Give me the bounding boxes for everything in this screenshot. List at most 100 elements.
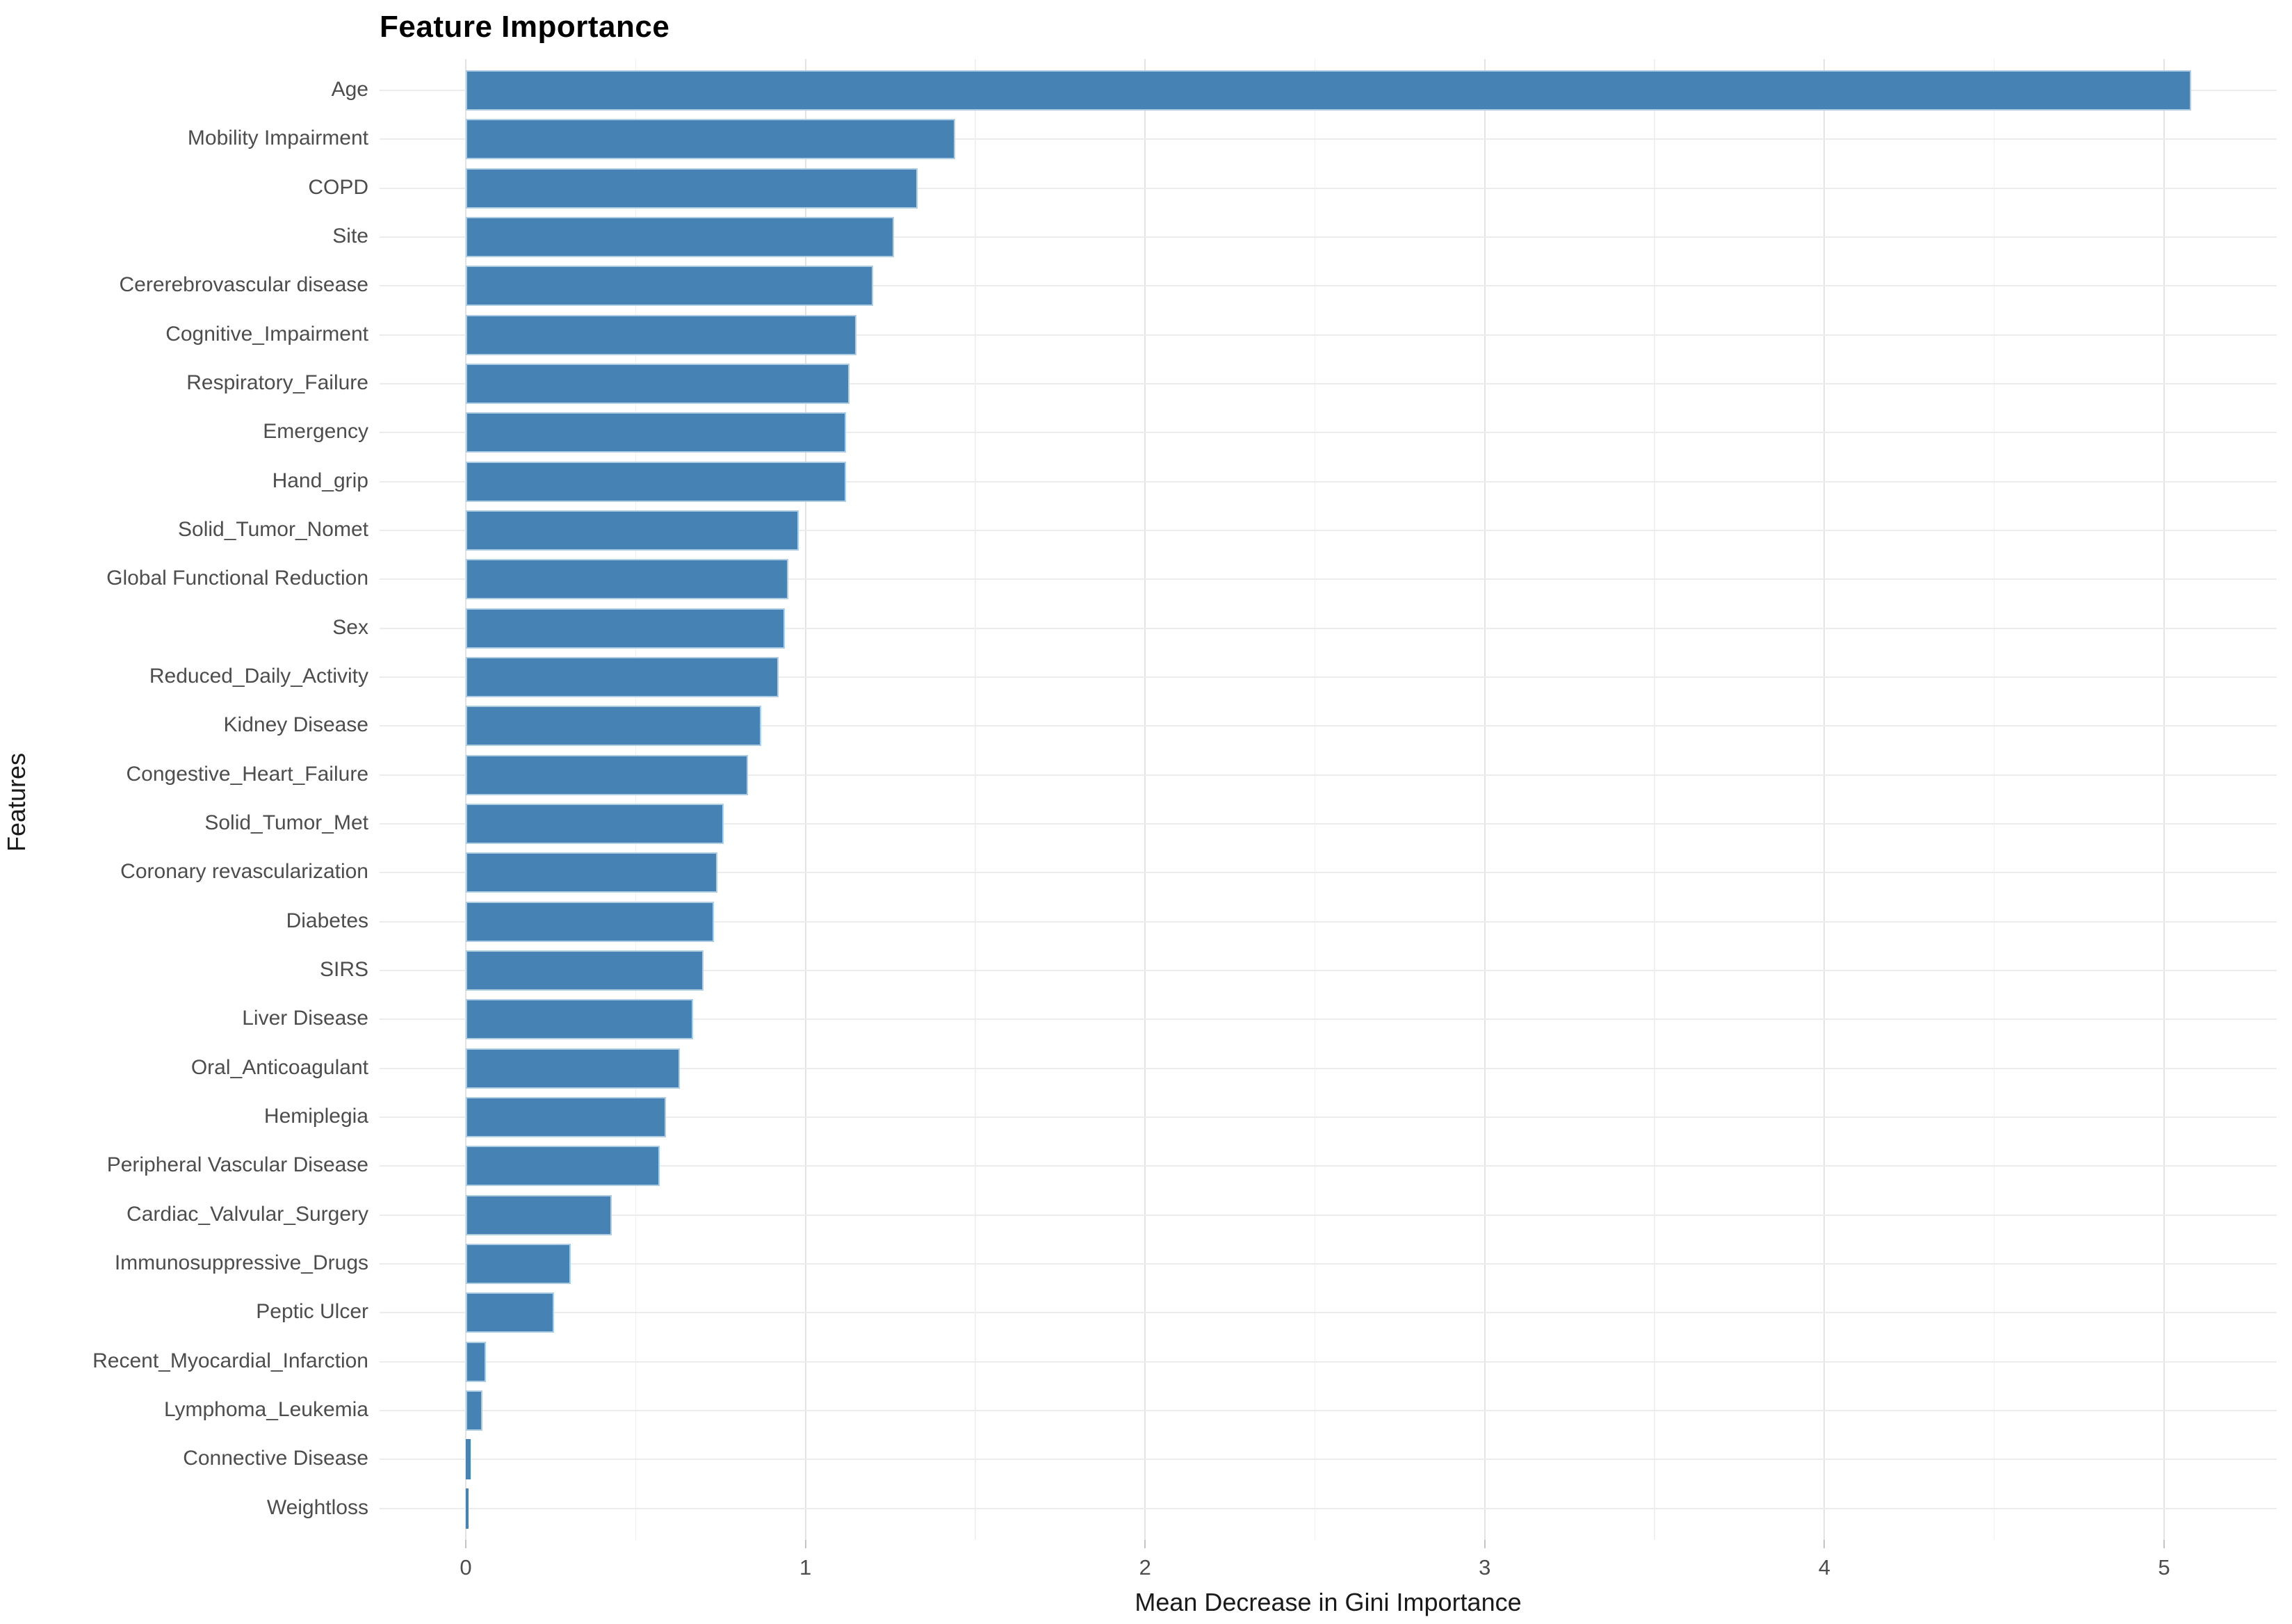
row-gridline bbox=[380, 872, 2277, 874]
y-axis-label: Recent_Myocardial_Infarction bbox=[92, 1349, 368, 1372]
row-gridline bbox=[380, 432, 2277, 434]
row-gridline bbox=[380, 774, 2277, 776]
bar-copd bbox=[466, 168, 918, 209]
bar-hemiplegia bbox=[466, 1096, 667, 1137]
row-gridline bbox=[380, 920, 2277, 923]
bar-kidney-disease bbox=[466, 706, 762, 747]
y-axis-label: Hand_grip bbox=[272, 469, 368, 492]
row-gridline bbox=[380, 676, 2277, 678]
gridline-major bbox=[1144, 59, 1146, 1540]
row-gridline bbox=[380, 578, 2277, 580]
bar-recent-myocardial-infarction bbox=[466, 1341, 487, 1382]
gridline-minor bbox=[975, 59, 976, 1540]
row-gridline bbox=[380, 969, 2277, 971]
x-tick-label: 3 bbox=[1479, 1555, 1491, 1580]
bar-cognitive-impairment bbox=[466, 314, 856, 355]
row-gridline bbox=[380, 1214, 2277, 1216]
x-tick-mark bbox=[1144, 1540, 1146, 1548]
bar-peptic-ulcer bbox=[466, 1292, 555, 1333]
bar-reduced-daily-activity bbox=[466, 656, 779, 697]
y-axis-label: Peptic Ulcer bbox=[256, 1300, 368, 1324]
bar-age bbox=[466, 70, 2192, 111]
y-axis-label: Lymphoma_Leukemia bbox=[163, 1397, 368, 1421]
x-tick-mark bbox=[465, 1540, 466, 1548]
y-axis-label: Hemiplegia bbox=[263, 1104, 368, 1128]
y-axis-label: SIRS bbox=[319, 957, 368, 981]
y-axis-label: COPD bbox=[308, 175, 368, 199]
x-tick-mark bbox=[2163, 1540, 2165, 1548]
x-tick-mark bbox=[1484, 1540, 1486, 1548]
bar-cardiac-valvular-surgery bbox=[466, 1194, 612, 1235]
row-gridline bbox=[380, 1262, 2277, 1265]
y-axis-label: Liver Disease bbox=[242, 1007, 368, 1030]
row-gridline bbox=[380, 529, 2277, 531]
row-gridline bbox=[380, 1312, 2277, 1314]
x-tick-label: 5 bbox=[2158, 1555, 2170, 1580]
bar-global-functional-reduction bbox=[466, 559, 789, 600]
bar-cererebrovascular-disease bbox=[466, 266, 874, 307]
bar-solid-tumor-met bbox=[466, 803, 724, 844]
gridline-minor bbox=[635, 59, 637, 1540]
gridline-minor bbox=[1993, 59, 1995, 1540]
row-gridline bbox=[380, 187, 2277, 189]
bar-liver-disease bbox=[466, 999, 694, 1040]
bar-coronary-revascularization bbox=[466, 852, 717, 893]
row-gridline bbox=[380, 334, 2277, 336]
x-tick-label: 1 bbox=[799, 1555, 812, 1580]
bar-emergency bbox=[466, 412, 847, 453]
bar-sirs bbox=[466, 950, 704, 991]
y-axis-label: Age bbox=[331, 78, 368, 101]
bar-immunosuppressive-drugs bbox=[466, 1243, 571, 1284]
y-axis-label: Cererebrovascular disease bbox=[119, 273, 368, 297]
bar-mobility-impairment bbox=[466, 119, 955, 160]
bar-respiratory-failure bbox=[466, 363, 850, 404]
y-axis-label: Mobility Impairment bbox=[187, 127, 368, 150]
bar-lymphoma-leukemia bbox=[466, 1390, 483, 1431]
y-axis-label: Coronary revascularization bbox=[120, 860, 368, 884]
x-axis-title: Mean Decrease in Gini Importance bbox=[1135, 1588, 1522, 1616]
row-gridline bbox=[380, 822, 2277, 825]
chart-title: Feature Importance bbox=[380, 10, 670, 44]
bar-weightloss bbox=[466, 1488, 469, 1529]
row-gridline bbox=[380, 1116, 2277, 1118]
bar-site bbox=[466, 216, 894, 257]
bar-oral-anticoagulant bbox=[466, 1048, 680, 1089]
row-gridline bbox=[380, 1459, 2277, 1461]
gridline-major bbox=[465, 59, 466, 1540]
row-gridline bbox=[380, 1165, 2277, 1167]
row-gridline bbox=[380, 138, 2277, 140]
bar-solid-tumor-nomet bbox=[466, 510, 799, 551]
x-tick-label: 4 bbox=[1818, 1555, 1831, 1580]
bar-peripheral-vascular-disease bbox=[466, 1146, 660, 1187]
row-gridline bbox=[380, 236, 2277, 238]
gridline-minor bbox=[1654, 59, 1655, 1540]
y-axis-label: Respiratory_Failure bbox=[186, 371, 368, 394]
x-tick-label: 2 bbox=[1139, 1555, 1151, 1580]
row-gridline bbox=[380, 1067, 2277, 1069]
bar-diabetes bbox=[466, 901, 714, 942]
gridline-major bbox=[1484, 59, 1486, 1540]
y-axis-label: Global Functional Reduction bbox=[106, 567, 368, 590]
plot-panel bbox=[380, 59, 2277, 1540]
row-gridline bbox=[380, 1361, 2277, 1363]
bar-connective-disease bbox=[466, 1439, 471, 1480]
row-gridline bbox=[380, 1409, 2277, 1411]
y-axis-label: Peripheral Vascular Disease bbox=[106, 1153, 368, 1177]
y-axis-label: Oral_Anticoagulant bbox=[190, 1055, 368, 1079]
gridline-major bbox=[2163, 59, 2165, 1540]
y-axis-label: Emergency bbox=[263, 420, 368, 444]
bar-sex bbox=[466, 608, 786, 649]
bar-hand-grip bbox=[466, 461, 847, 502]
row-gridline bbox=[380, 480, 2277, 482]
x-tick-mark bbox=[804, 1540, 806, 1548]
y-axis-label: Cognitive_Impairment bbox=[165, 322, 368, 346]
y-axis-label: Site bbox=[332, 224, 368, 247]
gridline-major bbox=[804, 59, 806, 1540]
x-tick-label: 0 bbox=[460, 1555, 472, 1580]
row-gridline bbox=[380, 725, 2277, 727]
y-axis-label: Sex bbox=[332, 615, 368, 639]
row-gridline bbox=[380, 1507, 2277, 1509]
y-axis-label: Diabetes bbox=[286, 909, 368, 932]
y-axis-label: Solid_Tumor_Nomet bbox=[178, 517, 368, 541]
